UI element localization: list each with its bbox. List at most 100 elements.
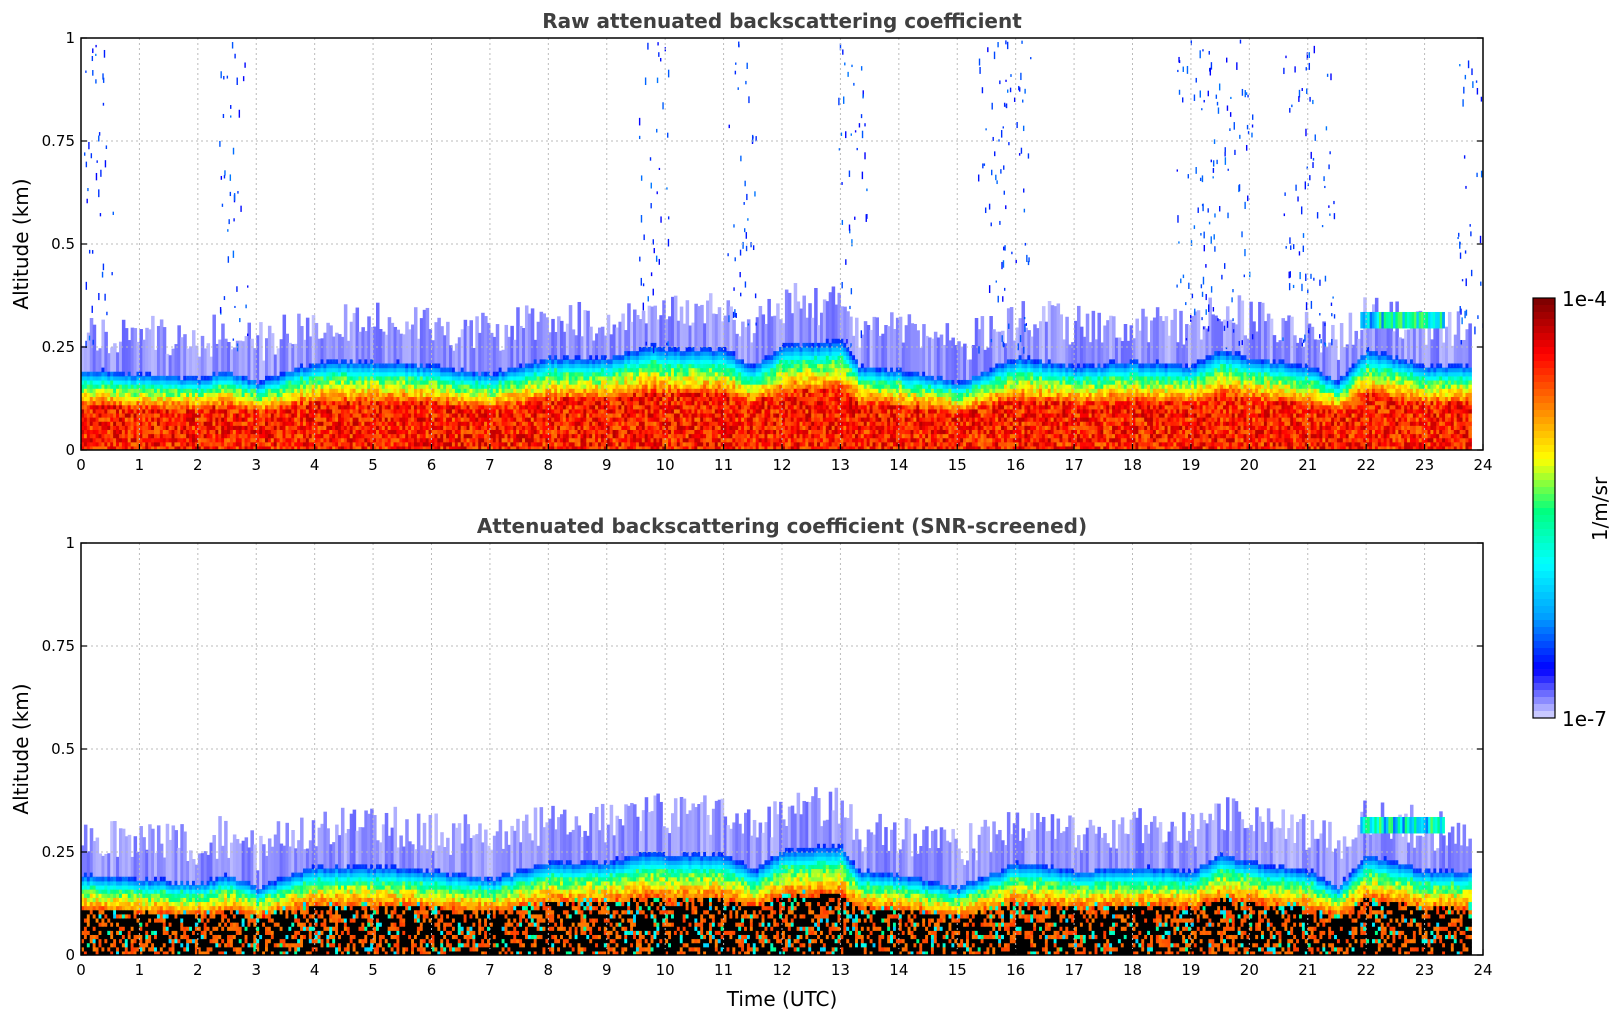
heatmap-cell bbox=[565, 396, 570, 402]
heatmap-cell bbox=[685, 425, 690, 430]
heatmap-cell bbox=[370, 388, 374, 393]
heatmap-cell bbox=[630, 425, 634, 430]
heatmap-cell bbox=[285, 384, 289, 389]
heatmap-cell bbox=[428, 384, 433, 389]
heatmap-cell bbox=[364, 392, 368, 398]
heatmap-cell bbox=[577, 425, 582, 430]
heatmap-cell bbox=[449, 421, 453, 426]
heatmap-cell bbox=[644, 384, 649, 389]
heatmap-cell bbox=[597, 433, 602, 439]
heatmap-cell bbox=[256, 335, 260, 386]
heatmap-cell bbox=[95, 350, 100, 374]
heatmap-cell bbox=[606, 384, 611, 389]
heatmap-cell bbox=[212, 400, 216, 406]
heatmap-cell bbox=[463, 441, 468, 447]
heatmap-cell bbox=[189, 396, 193, 402]
heatmap-cell bbox=[297, 412, 301, 418]
heatmap-cell bbox=[460, 329, 465, 371]
heatmap-cell bbox=[609, 359, 614, 365]
heatmap-cell bbox=[682, 400, 687, 406]
heatmap-cell bbox=[711, 396, 716, 402]
heatmap-cell bbox=[86, 384, 91, 389]
heatmap-cell bbox=[279, 400, 284, 406]
heatmap-cell bbox=[370, 421, 374, 426]
heatmap-cell bbox=[609, 379, 614, 385]
heatmap-cell bbox=[238, 388, 243, 393]
heatmap-cell bbox=[586, 359, 590, 365]
heatmap-cell bbox=[335, 404, 339, 410]
heatmap-cell bbox=[136, 408, 141, 414]
heatmap-cell bbox=[194, 437, 199, 443]
heatmap-cell bbox=[136, 384, 141, 389]
heatmap-cell bbox=[183, 388, 187, 393]
heatmap-cell bbox=[247, 429, 252, 435]
heatmap-cell bbox=[662, 363, 666, 369]
heatmap-cell bbox=[685, 421, 690, 426]
heatmap-cell bbox=[314, 412, 319, 418]
heatmap-cell bbox=[419, 429, 424, 435]
heatmap-cell bbox=[323, 384, 327, 389]
heatmap-cell bbox=[711, 392, 716, 398]
heatmap-cell bbox=[349, 417, 354, 422]
heatmap-cell bbox=[624, 379, 628, 385]
heatmap-cell bbox=[95, 412, 100, 418]
heatmap-cell bbox=[355, 363, 360, 369]
heatmap-cell bbox=[615, 359, 620, 365]
heatmap-cell bbox=[244, 375, 249, 381]
heatmap-cell bbox=[253, 441, 257, 447]
heatmap-cell bbox=[317, 392, 322, 398]
heatmap-cell bbox=[717, 379, 722, 385]
heatmap-cell bbox=[329, 396, 333, 402]
heatmap-cell bbox=[595, 384, 599, 389]
heatmap-cell bbox=[300, 396, 304, 402]
heatmap-cell bbox=[244, 392, 249, 398]
heatmap-cell bbox=[548, 425, 552, 430]
heatmap-cell bbox=[262, 396, 266, 402]
heatmap-cell bbox=[729, 371, 733, 377]
heatmap-cell bbox=[133, 441, 138, 447]
heatmap-cell bbox=[697, 355, 701, 360]
heatmap-cell bbox=[425, 404, 430, 410]
heatmap-cell bbox=[373, 433, 377, 439]
heatmap-cell bbox=[644, 441, 649, 447]
heatmap-cell bbox=[180, 379, 184, 385]
heatmap-cell bbox=[329, 384, 333, 389]
heatmap-cell bbox=[457, 379, 462, 385]
heatmap-cell bbox=[495, 412, 500, 418]
heatmap-cell bbox=[714, 445, 719, 450]
heatmap-cell bbox=[302, 379, 307, 385]
heatmap-cell bbox=[586, 421, 590, 426]
heatmap-cell bbox=[224, 400, 228, 406]
heatmap-cell bbox=[735, 400, 739, 406]
heatmap-cell bbox=[110, 437, 114, 443]
heatmap-cell bbox=[568, 441, 573, 447]
heatmap-cell bbox=[720, 404, 725, 410]
heatmap-cell bbox=[583, 421, 587, 426]
heatmap-cell bbox=[749, 429, 754, 435]
heatmap-cell bbox=[393, 421, 398, 426]
heatmap-cell bbox=[101, 371, 105, 377]
heatmap-cell bbox=[519, 392, 523, 398]
heatmap-cell bbox=[86, 445, 91, 450]
heatmap-cell bbox=[262, 429, 266, 435]
heatmap-cell bbox=[624, 404, 628, 410]
heatmap-cell bbox=[466, 375, 471, 381]
heatmap-cell bbox=[618, 321, 622, 358]
heatmap-cell bbox=[723, 429, 728, 435]
heatmap-cell bbox=[229, 408, 234, 414]
heatmap-cell bbox=[291, 441, 295, 447]
heatmap-cell bbox=[708, 371, 713, 377]
heatmap-cell bbox=[542, 375, 547, 381]
heatmap-cell bbox=[440, 392, 444, 398]
heatmap-cell bbox=[95, 400, 100, 406]
heatmap-cell bbox=[545, 400, 549, 406]
heatmap-cell bbox=[107, 433, 111, 439]
heatmap-cell bbox=[501, 396, 506, 402]
heatmap-cell bbox=[352, 384, 357, 389]
heatmap-cell bbox=[413, 367, 418, 373]
heatmap-cell bbox=[606, 441, 611, 447]
heatmap-cell bbox=[224, 445, 228, 450]
heatmap-cell bbox=[656, 417, 660, 422]
heatmap-cell bbox=[276, 412, 281, 418]
heatmap-cell bbox=[308, 379, 313, 385]
